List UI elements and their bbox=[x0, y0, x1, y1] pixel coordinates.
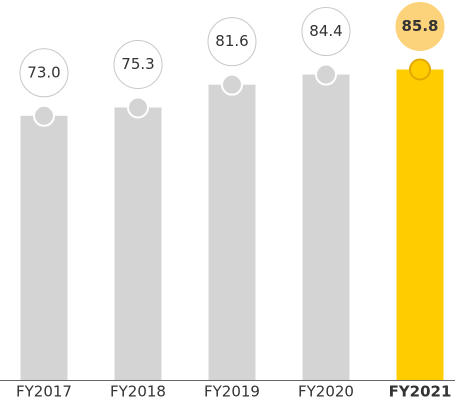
value-label: 81.6 bbox=[215, 32, 248, 50]
bar-dot bbox=[409, 58, 431, 81]
value-bubble bbox=[19, 48, 69, 98]
x-tick-label: FY2019 bbox=[204, 383, 260, 401]
bar bbox=[20, 115, 68, 381]
x-tick-label: FY2018 bbox=[110, 383, 166, 401]
x-tick-label: FY2017 bbox=[16, 383, 72, 401]
x-tick-label: FY2020 bbox=[298, 383, 354, 401]
bar bbox=[114, 107, 162, 380]
value-bubble bbox=[113, 39, 163, 89]
value-label: 75.3 bbox=[121, 55, 154, 73]
value-bubble bbox=[207, 17, 257, 67]
bar bbox=[208, 84, 256, 380]
value-label: 85.8 bbox=[401, 17, 438, 35]
bar-dot bbox=[33, 104, 55, 127]
value-bubble bbox=[301, 7, 351, 57]
value-bubble bbox=[395, 1, 445, 51]
x-tick-label: FY2021 bbox=[389, 383, 452, 401]
bar bbox=[396, 69, 444, 380]
bar bbox=[302, 74, 350, 381]
bar-dot bbox=[127, 96, 149, 119]
value-label: 73.0 bbox=[27, 63, 60, 81]
value-label: 84.4 bbox=[309, 22, 342, 40]
bar-dot bbox=[221, 73, 243, 96]
bar-dot bbox=[315, 63, 337, 86]
